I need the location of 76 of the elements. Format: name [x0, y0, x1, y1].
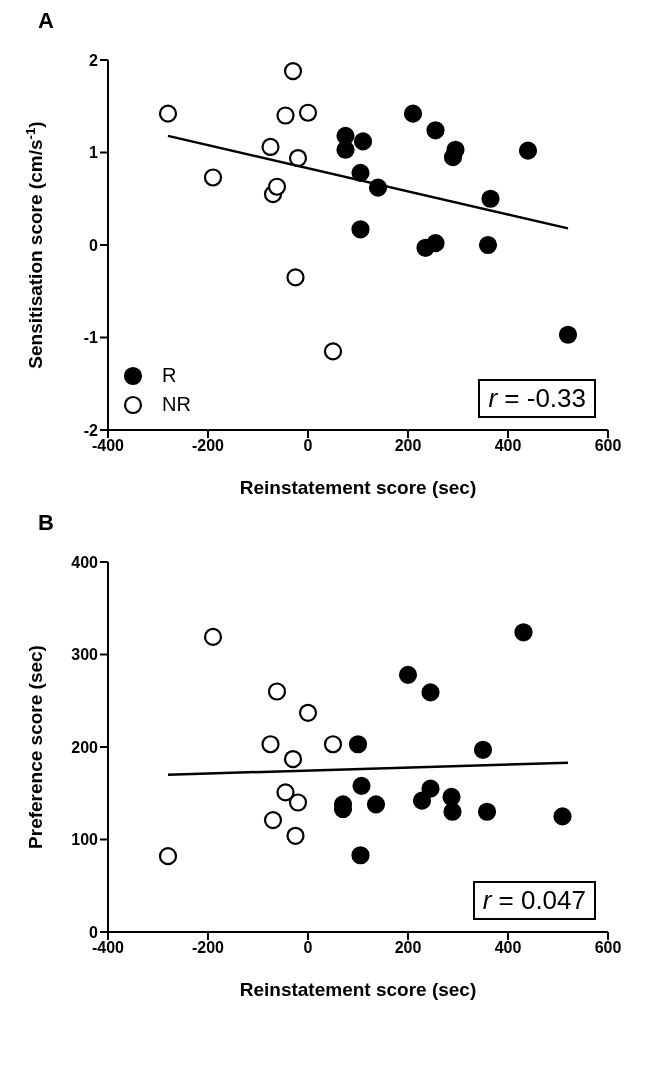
point: [366, 795, 386, 814]
point: [353, 132, 373, 151]
point: [398, 665, 418, 684]
point: [351, 846, 370, 865]
point: [261, 735, 280, 754]
point: [553, 807, 572, 826]
x-tick-label: 0: [303, 939, 313, 957]
point: [352, 776, 371, 795]
annotation: r = 0.047: [472, 881, 596, 920]
x-tick-label: 600: [594, 437, 622, 455]
point: [298, 703, 318, 722]
x-tick-label: 400: [494, 939, 522, 957]
point: [442, 787, 461, 807]
point: [426, 234, 445, 253]
y-tick-label: -1: [83, 329, 99, 347]
x-tick-label: 200: [394, 939, 422, 957]
point: [323, 735, 343, 754]
x-tick-label: 0: [303, 437, 313, 455]
x-tick-label: 200: [394, 437, 422, 455]
point: [288, 148, 308, 168]
point: [426, 121, 445, 140]
point: [421, 683, 440, 702]
point: [286, 826, 305, 845]
point: [518, 141, 538, 160]
point: [283, 62, 303, 81]
point: [481, 189, 500, 208]
y-tick-label: 0: [89, 236, 99, 254]
point: [421, 779, 440, 798]
point: [403, 104, 423, 123]
point: [263, 810, 283, 830]
point: [298, 103, 318, 122]
point: [473, 740, 493, 759]
point: [477, 802, 497, 821]
point: [286, 268, 305, 287]
point: [443, 802, 462, 821]
chart-title: A: [37, 8, 55, 35]
point: [158, 104, 178, 123]
chart-title: B: [37, 510, 55, 537]
annotation: r = -0.33: [478, 379, 596, 418]
y-tick-label: 300: [71, 646, 99, 664]
point: [158, 847, 178, 866]
point: [323, 342, 343, 361]
legend-label: R: [162, 364, 177, 387]
x-tick-label: 400: [494, 437, 522, 455]
y-tick-label: 400: [71, 553, 99, 571]
point: [351, 220, 370, 239]
y-tick-label: 100: [71, 831, 99, 849]
point: [276, 106, 295, 125]
x-tick-label: -400: [91, 939, 125, 957]
y-tick-label: -2: [83, 421, 99, 439]
point: [558, 325, 578, 344]
y-tick-label: 0: [89, 923, 99, 941]
point: [203, 168, 223, 187]
legend-label: NR: [162, 393, 191, 416]
point: [283, 749, 303, 769]
point: [348, 735, 368, 754]
point: [267, 177, 287, 196]
point: [267, 682, 287, 701]
x-axis-title: Reinstatement score (sec): [239, 477, 477, 498]
point: [336, 140, 355, 159]
point: [276, 783, 295, 802]
x-tick-label: -200: [191, 437, 225, 455]
y-tick-label: 200: [71, 738, 99, 756]
point: [514, 623, 533, 642]
point: [288, 793, 308, 812]
x-tick-label: 600: [594, 939, 622, 957]
point: [261, 137, 280, 157]
x-tick-label: -200: [191, 939, 225, 957]
y-axis-title: Preference score (sec): [25, 645, 46, 849]
x-tick-label: -400: [91, 437, 125, 455]
point: [478, 235, 498, 255]
point: [412, 791, 432, 810]
x-axis-title: Reinstatement score (sec): [239, 979, 477, 1000]
point: [203, 627, 223, 647]
y-tick-label: 1: [89, 144, 99, 162]
y-tick-label: 2: [89, 51, 99, 69]
